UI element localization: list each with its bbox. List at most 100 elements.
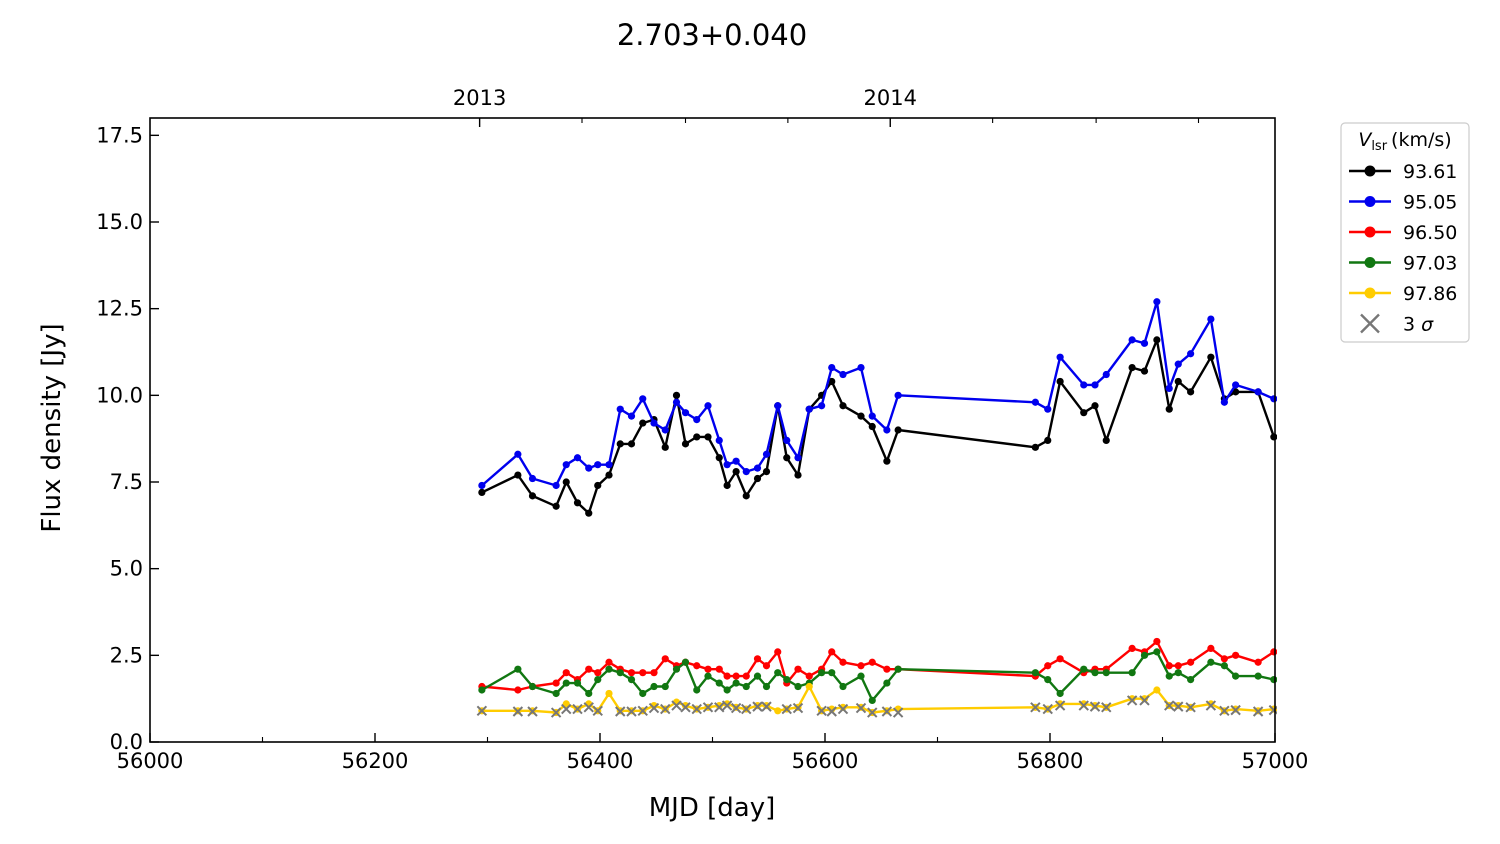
data-point-97.03-7 <box>594 676 602 684</box>
data-point-95.05-39 <box>1091 381 1099 389</box>
data-point-97.03-21 <box>742 682 750 691</box>
data-point-93.61-21 <box>742 492 750 500</box>
data-point-93.61-41 <box>1128 364 1136 372</box>
data-point-97.03-18 <box>715 679 723 687</box>
data-point-96.50-20 <box>732 672 740 680</box>
data-point-97.03-30 <box>839 682 847 691</box>
data-point-96.50-6 <box>585 665 593 673</box>
sigma-marker-6 <box>583 702 594 713</box>
data-point-95.05-26 <box>794 454 802 462</box>
data-point-93.61-6 <box>585 509 593 517</box>
data-point-96.50-4 <box>562 669 570 677</box>
legend-marker-97.86 <box>1364 287 1376 299</box>
data-point-95.05-51 <box>1270 395 1277 403</box>
sigma-marker-2 <box>527 706 538 717</box>
data-point-96.50-51 <box>1270 648 1277 656</box>
data-point-97.03-13 <box>661 682 669 691</box>
sigma-marker-36 <box>1089 701 1101 712</box>
data-point-95.05-14 <box>672 398 681 406</box>
data-point-97.03-6 <box>585 689 593 698</box>
sigma-marker-31 <box>892 707 904 718</box>
data-point-95.05-19 <box>723 461 731 469</box>
sigma-marker-39 <box>1139 695 1150 706</box>
top-tick-label-0: 2013 <box>453 86 506 110</box>
sigma-marker-46 <box>1252 706 1264 717</box>
data-point-97.86-30 <box>839 703 847 711</box>
data-point-93.61-4 <box>562 478 570 486</box>
data-point-95.05-10 <box>627 412 636 420</box>
data-point-96.50-13 <box>661 655 669 663</box>
data-point-96.50-41 <box>1128 644 1136 653</box>
sigma-marker-38 <box>1126 695 1138 706</box>
sigma-marker-0 <box>476 705 488 717</box>
series-line-93.61 <box>481 338 1276 515</box>
y-tick-label-3: 7.5 <box>110 470 143 494</box>
data-point-93.61-36 <box>1044 436 1052 444</box>
sigma-marker-14 <box>680 702 691 713</box>
y-tick-label-1: 2.5 <box>110 643 143 667</box>
data-point-93.61-25 <box>783 454 791 462</box>
data-point-93.61-29 <box>828 377 836 386</box>
data-point-93.61-3 <box>552 502 560 510</box>
data-point-96.50-26 <box>794 665 802 673</box>
legend-label-93.61: 93.61 <box>1403 161 1457 183</box>
data-point-95.05-41 <box>1128 336 1136 344</box>
data-point-95.05-1 <box>514 450 522 458</box>
data-point-97.03-41 <box>1128 669 1136 677</box>
data-point-93.61-2 <box>528 492 537 500</box>
data-point-93.61-34 <box>894 426 902 434</box>
sigma-marker-13 <box>671 700 682 711</box>
data-point-93.61-46 <box>1187 388 1195 396</box>
data-point-93.61-7 <box>594 481 602 490</box>
data-point-97.86-4 <box>562 700 570 708</box>
data-point-96.50-48 <box>1220 655 1228 663</box>
sigma-marker-22 <box>761 701 772 712</box>
data-point-95.05-12 <box>650 419 658 427</box>
data-point-93.61-11 <box>639 419 647 427</box>
data-point-96.50-3 <box>552 679 560 687</box>
sigma-marker-45 <box>1230 704 1241 716</box>
data-point-97.03-43 <box>1153 648 1161 656</box>
data-point-95.05-2 <box>528 474 537 483</box>
legend-marker-95.05 <box>1364 196 1376 207</box>
sigma-marker-19 <box>730 702 742 714</box>
data-point-97.03-31 <box>857 672 865 680</box>
data-point-93.61-0 <box>478 488 486 496</box>
data-point-95.05-16 <box>693 416 701 424</box>
data-point-97.03-44 <box>1165 672 1173 680</box>
data-point-97.03-5 <box>573 679 582 687</box>
data-point-96.50-17 <box>704 665 712 673</box>
data-point-95.05-46 <box>1187 350 1195 358</box>
data-point-95.05-11 <box>639 395 647 403</box>
data-point-97.03-9 <box>616 669 624 677</box>
data-point-96.50-7 <box>594 669 602 677</box>
data-point-93.61-33 <box>883 457 891 465</box>
axes: 56000 56200 56400 56600 56800 57000 0.0 2.5 5.0 7… <box>96 86 1308 773</box>
data-point-93.61-19 <box>723 481 731 490</box>
sigma-marker-47 <box>1268 704 1277 716</box>
data-point-95.05-8 <box>605 461 613 469</box>
data-point-93.61-38 <box>1080 409 1088 417</box>
data-point-97.86-42 <box>1140 695 1149 703</box>
sigma-marker-40 <box>1164 700 1175 711</box>
y-tick-label-4: 10.0 <box>96 383 143 407</box>
sigma-marker-41 <box>1173 701 1184 712</box>
data-point-97.86-43 <box>1153 686 1161 694</box>
sigma-marker-1 <box>512 706 524 717</box>
data-point-97.86-27 <box>805 682 813 691</box>
data-point-93.61-31 <box>857 412 865 420</box>
data-point-97.03-40 <box>1102 669 1110 677</box>
data-point-96.50-24 <box>774 648 782 656</box>
data-point-96.50-50 <box>1254 658 1262 666</box>
sigma-marker-44 <box>1219 705 1230 717</box>
data-point-96.50-31 <box>857 662 865 670</box>
y-tick-label-0: 0.0 <box>110 730 143 754</box>
data-point-95.05-37 <box>1056 353 1064 361</box>
data-point-93.61-32 <box>868 422 876 431</box>
data-point-93.61-15 <box>681 440 690 448</box>
legend-box <box>1340 122 1470 343</box>
data-point-96.50-46 <box>1187 658 1195 666</box>
sigma-marker-15 <box>691 703 702 715</box>
data-point-93.61-35 <box>1031 443 1039 451</box>
data-point-96.50-19 <box>723 672 731 680</box>
